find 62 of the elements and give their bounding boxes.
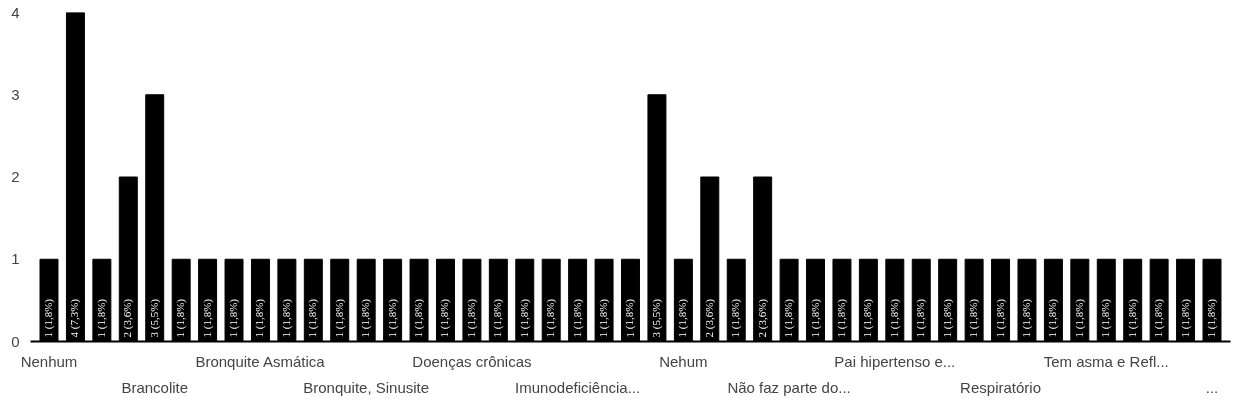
data-label: 1 (1,8%) <box>332 298 346 338</box>
data-label: 1 (1,8%) <box>1205 298 1218 338</box>
data-label: 1 (1,8%) <box>517 298 531 338</box>
data-label: 1 (1,8%) <box>834 298 848 338</box>
data-label: 1 (1,8%) <box>1099 298 1113 338</box>
data-label: 1 (1,8%) <box>808 298 822 338</box>
data-label: 2 (3,6%) <box>121 298 135 338</box>
data-label: 1 (1,8%) <box>782 298 796 338</box>
data-label: 1 (1,8%) <box>544 298 558 338</box>
y-tick-label: 2 <box>11 168 20 185</box>
data-label: 1 (1,8%) <box>1019 298 1033 338</box>
data-label: 1 (1,8%) <box>570 298 584 338</box>
data-label: 2 (3,6%) <box>755 298 769 338</box>
data-label: 1 (1,8%) <box>1152 298 1166 338</box>
x-tick-label: Respiratório <box>960 378 1041 396</box>
data-label: 1 (1,8%) <box>227 298 241 338</box>
x-tick-label: Tem asma e Refl... <box>1043 352 1169 370</box>
y-tick-label: 1 <box>11 250 20 268</box>
data-label: 1 (1,8%) <box>940 298 954 338</box>
data-label: 1 (1,8%) <box>279 298 293 338</box>
data-label: 1 (1,8%) <box>42 298 55 338</box>
data-label: 1 (1,8%) <box>438 298 452 338</box>
data-label: 1 (1,8%) <box>623 298 637 338</box>
data-label: 1 (1,8%) <box>967 298 981 338</box>
data-label: 4 (7,3%) <box>68 298 82 338</box>
data-label: 1 (1,8%) <box>993 298 1007 338</box>
data-label: 1 (1,8%) <box>1072 298 1086 338</box>
data-label: 1 (1,8%) <box>94 298 108 338</box>
data-label: 1 (1,8%) <box>729 298 743 338</box>
x-tick-label: Pai hipertenso e... <box>834 352 956 370</box>
x-tick-label: Não faz parte do... <box>727 378 851 396</box>
data-label: 1 (1,8%) <box>491 298 505 338</box>
data-label: 1 (1,8%) <box>412 298 426 338</box>
x-tick-label: Bronquite Asmática <box>195 352 326 370</box>
x-tick-label: Bronquite, Sinusite <box>303 378 430 396</box>
data-label: 1 (1,8%) <box>861 298 875 338</box>
data-label: 1 (1,8%) <box>385 298 399 338</box>
data-label: 3 (5,5%) <box>649 298 663 338</box>
y-tick-label: 3 <box>11 85 20 103</box>
data-label: 1 (1,8%) <box>887 298 901 338</box>
data-label: 3 (5,5%) <box>147 298 161 338</box>
data-label: 1 (1,8%) <box>174 298 188 338</box>
data-label: 1 (1,8%) <box>597 298 611 338</box>
y-tick-label: 4 <box>11 3 20 21</box>
data-label: 1 (1,8%) <box>200 298 214 338</box>
x-tick-label: ... <box>1205 378 1219 396</box>
data-label: 1 (1,8%) <box>359 298 373 338</box>
x-tick-label: Nenhum <box>20 352 78 370</box>
x-tick-label: Doenças crônicas <box>412 352 532 370</box>
x-tick-label: Nehum <box>659 352 708 370</box>
data-label: 1 (1,8%) <box>914 298 928 338</box>
data-label: 2 (3,6%) <box>702 298 716 338</box>
data-label: 1 (1,8%) <box>1046 298 1060 338</box>
x-tick-label: Imunodeficiência... <box>515 378 641 396</box>
data-label: 1 (1,8%) <box>676 298 690 338</box>
data-label: 1 (1,8%) <box>1125 298 1139 338</box>
x-tick-label: Brancolite <box>121 378 189 396</box>
data-label: 1 (1,8%) <box>306 298 320 338</box>
data-label: 1 (1,8%) <box>253 298 267 338</box>
data-label: 1 (1,8%) <box>1178 298 1192 338</box>
data-label: 1 (1,8%) <box>464 298 478 338</box>
y-tick-label: 0 <box>11 332 20 350</box>
